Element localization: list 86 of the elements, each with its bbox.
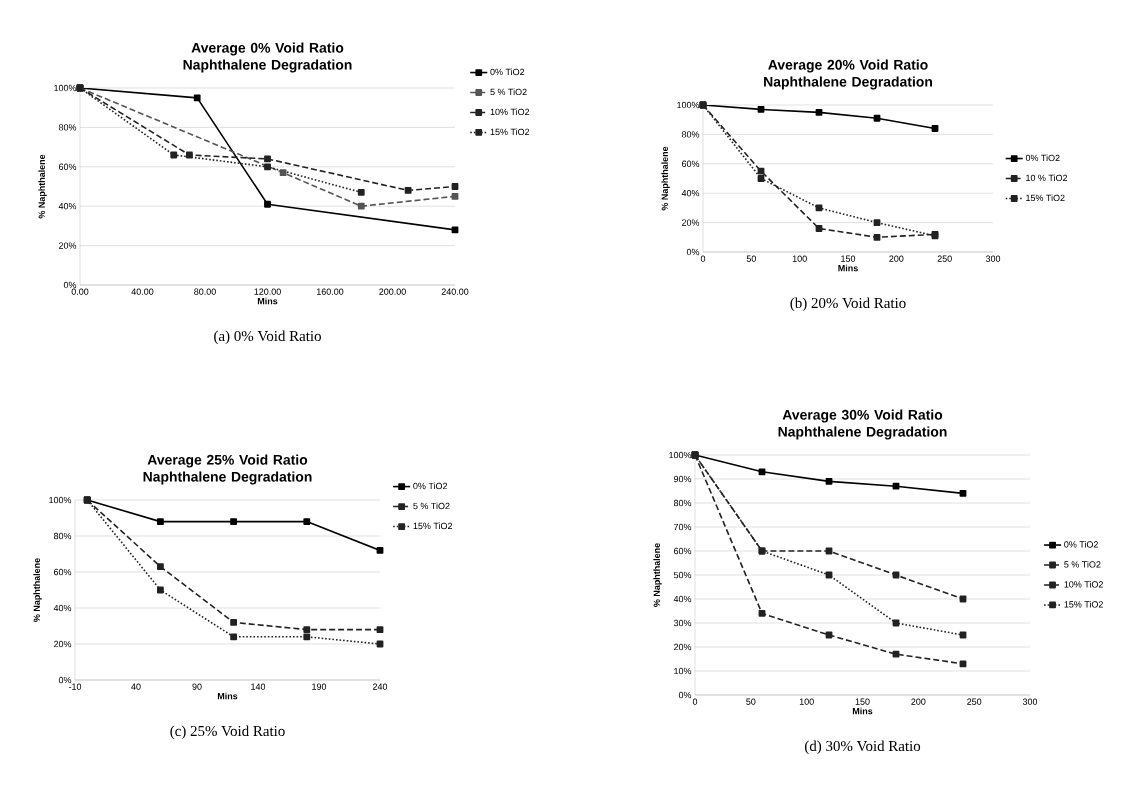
text: (a) 0% Void Ratio (214, 330, 321, 345)
y-tick-label: 60% (674, 547, 692, 555)
x-tick-label: 50 (746, 698, 756, 705)
x-axis-title: Mins (257, 297, 278, 305)
legend-label: 5 % TiO2 (413, 502, 450, 510)
x-axis-title: Mins (852, 707, 873, 715)
x-tick-label: 200.00 (379, 288, 406, 295)
x-tick-label: 160.00 (316, 288, 344, 295)
x-tick-label: 300 (1022, 698, 1038, 705)
x-tick-label: 40.00 (131, 288, 154, 295)
y-tick-label: 80% (681, 131, 700, 138)
legend-label: 15% TiO2 (1064, 600, 1103, 608)
y-tick-label: 0% (678, 691, 692, 699)
x-tick-label: 200 (889, 255, 904, 262)
text: (c) 25% Void Ratio (170, 725, 285, 740)
y-tick-label: 20% (53, 640, 72, 648)
y-axis-title: % Naphthalene (33, 558, 42, 622)
text: (b) 20% Void Ratio (790, 297, 906, 312)
y-tick-label: 20% (674, 643, 692, 651)
y-tick-label: 100% (49, 496, 72, 504)
x-tick-label: 190 (312, 683, 327, 690)
x-tick-label: 120.00 (254, 288, 281, 295)
legend-label: 15% TiO2 (490, 128, 530, 136)
legend-label: 0% TiO2 (490, 68, 525, 76)
y-axis-title: % Naphthalene (653, 543, 662, 607)
x-tick-label: 100 (799, 698, 814, 705)
legend-label: 0% TiO2 (413, 482, 448, 490)
y-tick-label: 20% (58, 242, 77, 249)
legend-label: 5 % TiO2 (490, 88, 527, 96)
y-tick-label: 20% (682, 219, 700, 226)
x-tick-label: 0 (692, 698, 698, 705)
y-axis-title: % Naphthalene (38, 154, 47, 219)
y-tick-label: 60% (58, 163, 77, 170)
x-tick-label: 90 (192, 683, 202, 690)
x-axis-title: Mins (217, 692, 238, 700)
y-axis-title: % Naphthalene (661, 146, 670, 211)
y-tick-label: 0% (58, 676, 72, 684)
y-tick-label: 40% (673, 595, 692, 603)
legend-label: 0% TiO2 (1064, 541, 1098, 548)
x-tick-label: 250 (937, 255, 952, 262)
y-tick-label: 60% (53, 568, 72, 576)
chart-title: Average 0% Void Ratio Naphthalene Degradation (183, 42, 352, 73)
y-tick-label: 90% (673, 475, 692, 483)
legend-label: 10% TiO2 (490, 108, 530, 116)
x-tick-label: 100 (792, 255, 807, 262)
y-tick-label: 0% (63, 281, 77, 289)
y-tick-label: 50% (673, 571, 692, 579)
y-tick-label: 60% (682, 160, 700, 167)
y-tick-label: 70% (674, 523, 692, 531)
y-tick-label: 80% (58, 124, 77, 131)
x-tick-label: 50 (746, 255, 756, 262)
x-tick-label: 150 (841, 255, 856, 262)
chart-title: Average 30% Void Ratio Naphthalene Degradation (778, 409, 947, 440)
x-tick-label: 300 (985, 255, 1001, 262)
chart-title: Average 20% Void Ratio Naphthalene Degradation (764, 59, 932, 90)
y-tick-label: 100% (677, 101, 700, 109)
legend-label: 10 % TiO2 (1026, 174, 1068, 182)
x-axis-title: Mins (838, 264, 858, 272)
text: (d) 30% Void Ratio (804, 740, 921, 755)
y-tick-label: 0% (686, 248, 700, 256)
x-tick-label: 0 (700, 255, 706, 262)
y-tick-label: 40% (58, 203, 77, 210)
legend-label: 5 % TiO2 (1064, 561, 1101, 568)
x-tick-label: 240 (372, 683, 388, 690)
x-tick-label: 140 (251, 683, 266, 690)
x-tick-label: 40 (131, 683, 141, 690)
x-tick-label: 80.00 (194, 288, 216, 295)
x-tick-label: 240.00 (441, 288, 469, 295)
x-tick-label: -10 (68, 683, 82, 690)
x-tick-label: 200 (911, 698, 926, 705)
y-tick-label: 80% (673, 499, 692, 507)
legend-label: 15% TiO2 (1026, 194, 1065, 202)
y-tick-label: 80% (53, 532, 72, 540)
legend-label: 0% TiO2 (1025, 154, 1060, 162)
x-tick-label: 250 (967, 698, 982, 705)
legend-label: 10% TiO2 (1064, 581, 1103, 588)
legend-label: 15% TiO2 (413, 522, 453, 530)
y-tick-label: 40% (53, 604, 72, 612)
y-tick-label: 30% (673, 619, 692, 627)
y-tick-label: 100% (669, 451, 692, 459)
y-tick-label: 40% (681, 190, 700, 197)
chart-title: Average 25% Void Ratio Naphthalene Degradation (143, 454, 312, 485)
y-tick-label: 100% (54, 84, 77, 92)
y-tick-label: 10% (674, 667, 692, 675)
x-tick-label: 0.00 (71, 288, 89, 295)
x-tick-label: 150 (855, 698, 870, 705)
